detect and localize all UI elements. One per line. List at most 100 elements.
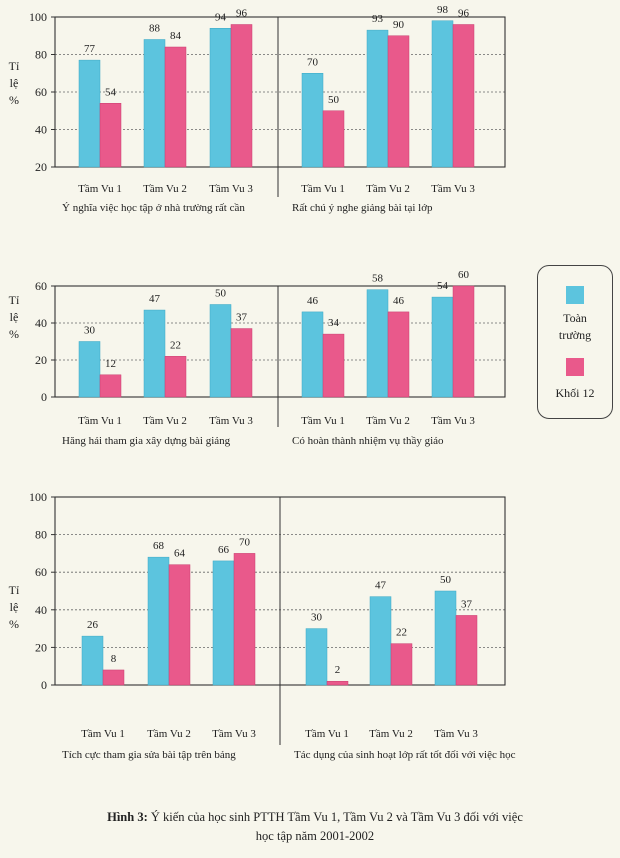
bar-toan-truong: [143, 309, 166, 398]
data-label: 37: [461, 598, 473, 610]
bar-khoi-12: [387, 35, 410, 168]
y-tick-label: 60: [35, 565, 47, 579]
data-label: 68: [153, 540, 165, 552]
bar-toan-truong: [212, 560, 235, 686]
y-tick-label: 20: [35, 640, 47, 654]
bar-khoi-12: [99, 374, 122, 398]
bar-toan-truong: [301, 311, 324, 398]
bar-toan-truong: [431, 296, 454, 398]
x-tick-label: Tầm Vu 3: [209, 183, 253, 195]
bar-toan-truong: [78, 341, 101, 398]
caption-text: Ý kiến của học sinh PTTH Tầm Vu 1, Tầm V…: [147, 810, 523, 824]
y-axis-label: %: [9, 327, 19, 341]
data-label: 30: [84, 325, 96, 337]
data-label: 26: [87, 619, 99, 631]
panel-title: Ý nghĩa việc học tập ở nhà trường rất cầ…: [62, 202, 245, 214]
data-label: 98: [437, 4, 449, 16]
data-label: 54: [437, 280, 449, 292]
data-label: 96: [236, 8, 248, 20]
data-label: 47: [375, 580, 387, 592]
panel-title: Tác dụng của sinh hoạt lớp rất tốt đối v…: [294, 749, 516, 761]
bar-toan-truong: [81, 635, 104, 686]
x-tick-label: Tầm Vu 1: [78, 415, 122, 427]
bar-khoi-12: [455, 615, 478, 686]
data-label: 46: [307, 295, 319, 307]
data-label: 90: [393, 19, 405, 31]
bar-toan-truong: [369, 596, 392, 686]
bar-khoi-12: [233, 553, 256, 686]
x-tick-label: Tầm Vu 1: [301, 415, 345, 427]
data-label: 8: [111, 653, 117, 665]
plot-frame: [54, 285, 506, 398]
data-label: 34: [328, 317, 340, 329]
data-label: 2: [335, 664, 341, 676]
x-tick-label: Tầm Vu 1: [78, 183, 122, 195]
panel-title: Có hoàn thành nhiệm vụ thầy giáo: [292, 435, 444, 447]
legend-swatch-khoi-12: [566, 358, 584, 376]
data-label: 64: [174, 548, 186, 560]
bar-khoi-12: [168, 564, 191, 686]
x-tick-label: Tầm Vu 2: [366, 415, 410, 427]
y-tick-label: 80: [35, 48, 47, 62]
legend-label-toan-truong: Toàn: [563, 311, 587, 325]
y-tick-label: 40: [35, 316, 47, 330]
data-label: 22: [396, 627, 407, 639]
data-label: 88: [149, 23, 161, 35]
data-label: 96: [458, 8, 470, 20]
caption-label: Hình 3:: [107, 810, 148, 824]
x-tick-label: Tầm Vu 3: [434, 728, 478, 740]
data-label: 60: [458, 269, 470, 281]
bar-toan-truong: [434, 590, 457, 686]
data-label: 30: [311, 612, 323, 624]
y-tick-label: 60: [35, 279, 47, 293]
x-tick-label: Tầm Vu 3: [431, 415, 475, 427]
legend-box: Toàn trường Khối 12: [537, 265, 613, 419]
panel-title: Rất chú ý nghe giảng bài tại lớp: [292, 202, 433, 214]
bar-toan-truong: [305, 628, 328, 686]
y-tick-label: 20: [35, 160, 47, 174]
bar-toan-truong: [366, 29, 389, 168]
plot-frame: [54, 16, 506, 168]
bar-khoi-12: [322, 333, 345, 398]
data-label: 46: [393, 295, 405, 307]
bar-toan-truong: [209, 304, 232, 398]
y-tick-label: 0: [41, 390, 47, 404]
bar-khoi-12: [99, 103, 122, 168]
data-label: 93: [372, 13, 384, 25]
x-tick-label: Tầm Vu 3: [431, 183, 475, 195]
y-axis-label: Tỉ: [9, 583, 20, 597]
bar-toan-truong: [143, 39, 166, 168]
data-label: 12: [105, 358, 116, 370]
legend-label-khoi-12: Khối 12: [555, 386, 595, 400]
caption-line2: học tập năm 2001-2002: [255, 829, 375, 843]
data-label: 50: [440, 574, 452, 586]
x-tick-label: Tầm Vu 2: [143, 183, 187, 195]
bar-khoi-12: [326, 680, 349, 686]
y-tick-label: 60: [35, 85, 47, 99]
legend-swatch-toan-truong: [566, 286, 584, 304]
x-tick-label: Tầm Vu 2: [143, 415, 187, 427]
x-tick-label: Tầm Vu 1: [81, 728, 125, 740]
bar-toan-truong: [147, 556, 170, 686]
x-tick-label: Tầm Vu 2: [369, 728, 413, 740]
x-tick-label: Tầm Vu 3: [209, 415, 253, 427]
x-tick-label: Tầm Vu 2: [147, 728, 191, 740]
data-label: 54: [105, 86, 117, 98]
bar-khoi-12: [164, 356, 187, 398]
y-axis-label: lệ: [10, 76, 19, 90]
y-tick-label: 40: [35, 603, 47, 617]
bar-khoi-12: [230, 328, 253, 398]
bar-khoi-12: [387, 311, 410, 398]
panel-title: Tích cực tham gia sửa bài tập trên bảng: [62, 749, 236, 761]
x-tick-label: Tầm Vu 1: [305, 728, 349, 740]
y-axis-label: %: [9, 617, 19, 631]
bar-toan-truong: [431, 20, 454, 168]
bar-toan-truong: [301, 73, 324, 168]
y-axis-label: %: [9, 93, 19, 107]
data-label: 70: [239, 536, 251, 548]
x-tick-label: Tầm Vu 3: [212, 728, 256, 740]
x-tick-label: Tầm Vu 1: [301, 183, 345, 195]
bar-toan-truong: [209, 28, 232, 168]
data-label: 22: [170, 339, 181, 351]
